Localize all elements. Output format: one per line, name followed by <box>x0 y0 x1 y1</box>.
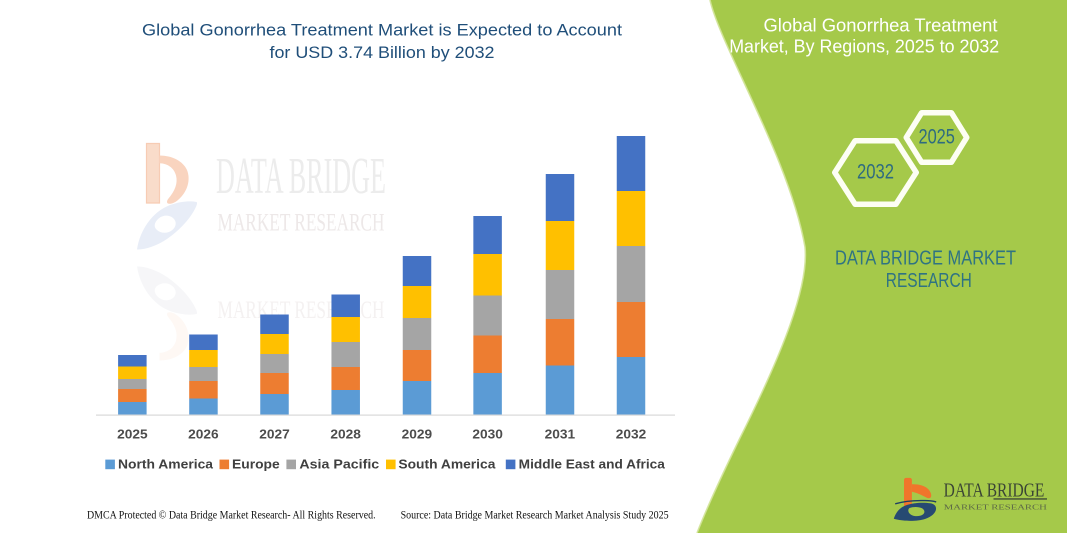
svg-text:MARKET RESEARCH: MARKET RESEARCH <box>218 210 385 237</box>
svg-text:Market, By Regions, 2025 to 20: Market, By Regions, 2025 to 2032 <box>729 36 999 56</box>
svg-text:Global Gonorrhea Treatment Mar: Global Gonorrhea Treatment Market is Exp… <box>142 21 622 39</box>
svg-text:2029: 2029 <box>402 426 433 441</box>
svg-text:2031: 2031 <box>545 426 576 441</box>
svg-text:DATA BRIDGE: DATA BRIDGE <box>216 148 386 205</box>
svg-text:DATA BRIDGE MARKET: DATA BRIDGE MARKET <box>835 248 1016 270</box>
svg-text:2026: 2026 <box>188 426 219 441</box>
svg-text:South America: South America <box>398 457 496 472</box>
svg-text:DMCA Protected © Data Bridge M: DMCA Protected © Data Bridge Market Rese… <box>87 510 376 522</box>
svg-text:RESEARCH: RESEARCH <box>886 270 972 292</box>
svg-text:2032: 2032 <box>857 160 894 184</box>
svg-text:for USD 3.74 Billion by 2032: for USD 3.74 Billion by 2032 <box>270 44 495 62</box>
svg-text:Global Gonorrhea Treatment: Global Gonorrhea Treatment <box>764 16 998 36</box>
svg-text:2025: 2025 <box>117 426 148 441</box>
svg-text:Middle East and Africa: Middle East and Africa <box>519 457 666 472</box>
svg-text:2030: 2030 <box>472 426 503 441</box>
svg-text:Europe: Europe <box>232 457 280 472</box>
svg-text:North America: North America <box>118 457 214 472</box>
svg-text:2027: 2027 <box>259 426 290 441</box>
svg-text:2028: 2028 <box>330 426 361 441</box>
svg-text:Asia Pacific: Asia Pacific <box>299 457 379 472</box>
svg-text:DATA BRIDGE: DATA BRIDGE <box>944 481 1045 502</box>
svg-text:Source: Data Bridge Market Res: Source: Data Bridge Market Research Mark… <box>401 510 669 522</box>
svg-text:MARKET RESEARCH: MARKET RESEARCH <box>944 504 1047 512</box>
svg-text:2025: 2025 <box>918 125 955 149</box>
svg-text:2032: 2032 <box>616 426 647 441</box>
